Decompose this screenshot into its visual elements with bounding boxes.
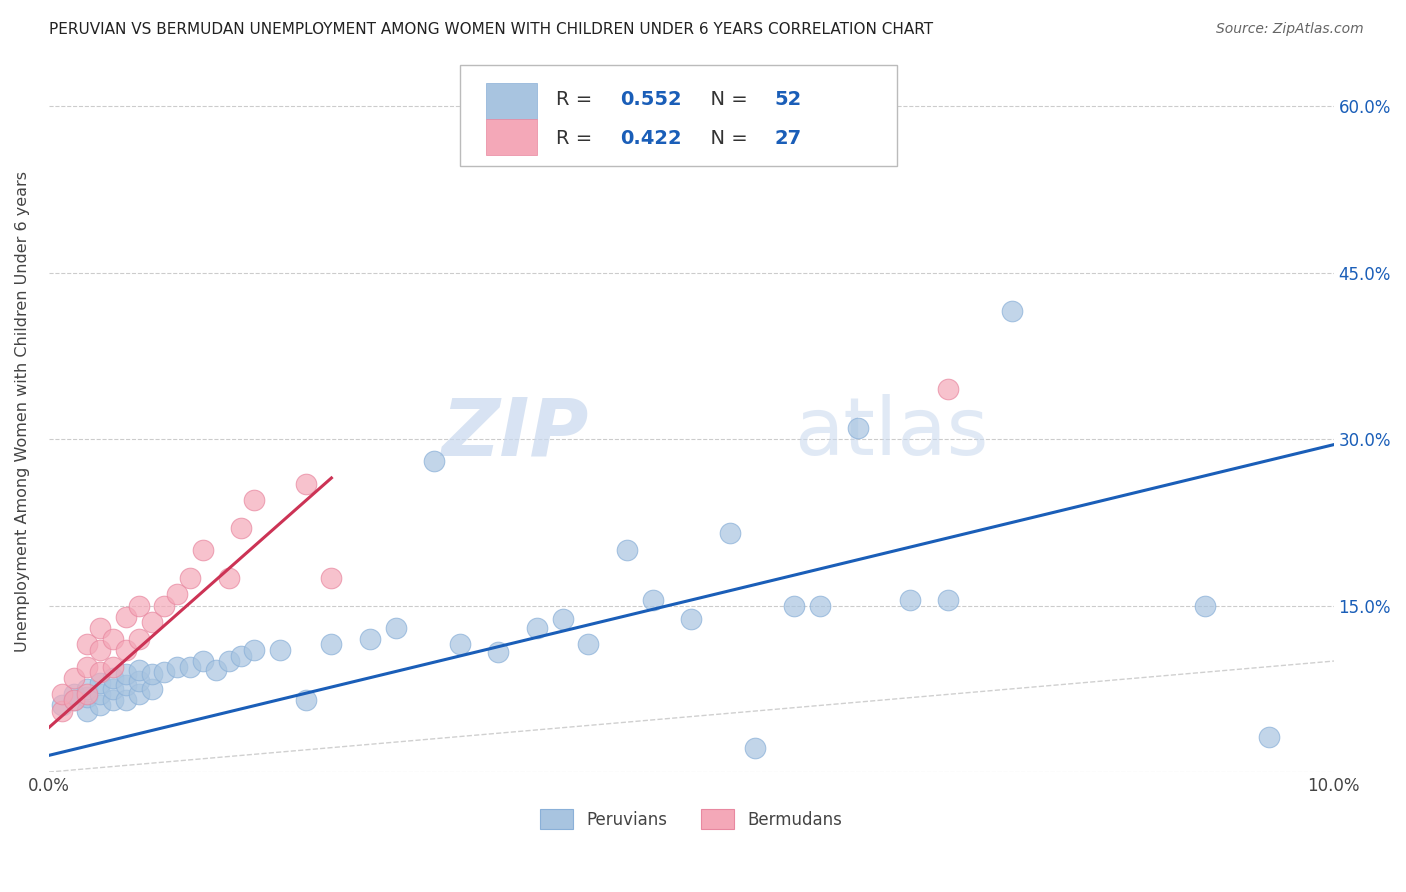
Point <box>153 599 176 613</box>
Point <box>101 681 124 696</box>
Legend: Peruvians, Bermudans: Peruvians, Bermudans <box>533 802 849 836</box>
Point <box>115 609 138 624</box>
Point <box>115 693 138 707</box>
Point <box>89 621 111 635</box>
Point <box>191 654 214 668</box>
Point <box>294 476 316 491</box>
Point <box>681 612 703 626</box>
Point <box>321 571 343 585</box>
Point <box>76 681 98 696</box>
Text: N =: N = <box>697 129 754 148</box>
Text: 0.422: 0.422 <box>620 129 682 148</box>
FancyBboxPatch shape <box>485 120 537 155</box>
Point <box>179 571 201 585</box>
Point <box>321 637 343 651</box>
Point <box>384 621 406 635</box>
Point <box>243 643 266 657</box>
Text: Source: ZipAtlas.com: Source: ZipAtlas.com <box>1216 22 1364 37</box>
Point <box>76 687 98 701</box>
Point <box>76 659 98 673</box>
Point <box>936 593 959 607</box>
Point <box>808 599 831 613</box>
Point <box>101 693 124 707</box>
Point <box>783 599 806 613</box>
Point <box>231 648 253 663</box>
Point <box>63 693 86 707</box>
Point <box>89 643 111 657</box>
Point <box>846 421 869 435</box>
Point <box>115 678 138 692</box>
Point <box>243 493 266 508</box>
Point <box>128 674 150 689</box>
Point <box>153 665 176 680</box>
Point <box>1001 304 1024 318</box>
Y-axis label: Unemployment Among Women with Children Under 6 years: Unemployment Among Women with Children U… <box>15 171 30 652</box>
Text: 0.552: 0.552 <box>620 90 682 109</box>
Point <box>294 693 316 707</box>
Point <box>488 645 510 659</box>
FancyBboxPatch shape <box>485 83 537 120</box>
Point <box>1258 730 1281 744</box>
Point <box>115 643 138 657</box>
Point <box>89 687 111 701</box>
Point <box>141 681 163 696</box>
Text: 52: 52 <box>775 90 801 109</box>
Point <box>128 632 150 646</box>
Point <box>128 687 150 701</box>
Point <box>744 740 766 755</box>
Point <box>936 382 959 396</box>
Text: R =: R = <box>557 129 599 148</box>
Point <box>63 693 86 707</box>
Point <box>101 671 124 685</box>
Point <box>89 676 111 690</box>
Point <box>576 637 599 651</box>
Point <box>63 671 86 685</box>
Point <box>269 643 291 657</box>
FancyBboxPatch shape <box>460 65 897 166</box>
Point <box>101 659 124 673</box>
Point <box>63 687 86 701</box>
Point <box>616 543 638 558</box>
Point <box>89 665 111 680</box>
Text: ZIP: ZIP <box>441 394 588 472</box>
Point <box>76 690 98 704</box>
Text: 27: 27 <box>775 129 801 148</box>
Point <box>718 526 741 541</box>
Text: atlas: atlas <box>794 394 988 472</box>
Point <box>101 632 124 646</box>
Point <box>115 667 138 681</box>
Point <box>551 612 574 626</box>
Point <box>166 587 188 601</box>
Point <box>898 593 921 607</box>
Point <box>526 621 548 635</box>
Point <box>141 615 163 630</box>
Point <box>218 571 240 585</box>
Point <box>128 663 150 677</box>
Point <box>166 659 188 673</box>
Point <box>179 659 201 673</box>
Point <box>1194 599 1216 613</box>
Point <box>423 454 446 468</box>
Text: N =: N = <box>697 90 754 109</box>
Point <box>51 698 73 713</box>
Point <box>204 663 226 677</box>
Point <box>359 632 381 646</box>
Point <box>89 698 111 713</box>
Point <box>449 637 471 651</box>
Point <box>128 599 150 613</box>
Point <box>76 704 98 718</box>
Text: PERUVIAN VS BERMUDAN UNEMPLOYMENT AMONG WOMEN WITH CHILDREN UNDER 6 YEARS CORREL: PERUVIAN VS BERMUDAN UNEMPLOYMENT AMONG … <box>49 22 934 37</box>
Point <box>51 687 73 701</box>
Point <box>231 521 253 535</box>
Point <box>76 637 98 651</box>
Text: R =: R = <box>557 90 599 109</box>
Point <box>51 704 73 718</box>
Point <box>641 593 664 607</box>
Point <box>218 654 240 668</box>
Point <box>191 543 214 558</box>
Point <box>141 667 163 681</box>
